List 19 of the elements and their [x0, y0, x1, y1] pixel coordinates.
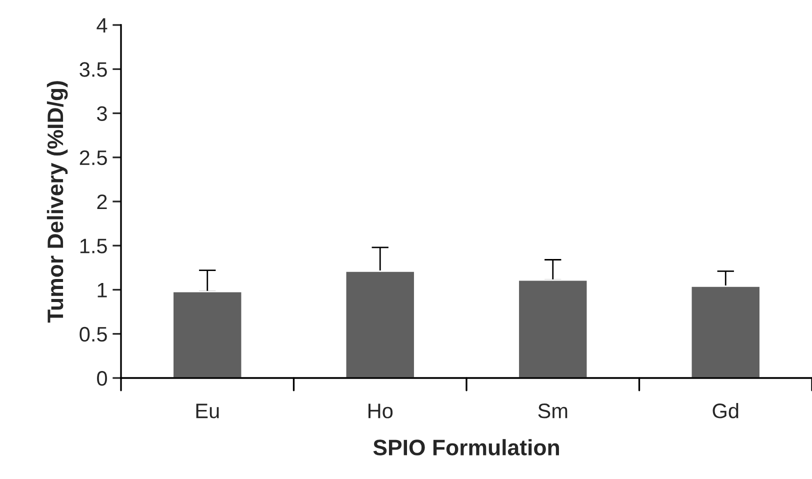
x-tick-label: Eu — [196, 404, 219, 418]
bar — [344, 270, 416, 378]
x-tick-label: Ho — [368, 404, 393, 418]
bar — [518, 279, 588, 378]
x-tick-label: Sm — [538, 404, 568, 418]
y-tick-label: 1 — [98, 282, 107, 298]
y-tick-label: 0.5 — [80, 326, 107, 342]
x-tick-label: Gd — [712, 403, 738, 418]
y-tick-label: 4 — [96, 18, 108, 33]
y-tick-label: 2.5 — [80, 150, 107, 166]
x-axis-title: SPIO Formulation — [373, 439, 559, 456]
y-tick-label: 3 — [97, 106, 107, 122]
y-axis-title: Tumor Delivery (%ID/g) — [46, 81, 68, 323]
y-tick-label: 3.5 — [80, 62, 107, 77]
y-tick-label: 1.5 — [80, 238, 107, 254]
y-tick-label: 2 — [97, 194, 107, 210]
bar — [172, 290, 243, 378]
y-tick-label: 0 — [97, 371, 107, 386]
bar — [690, 286, 761, 378]
